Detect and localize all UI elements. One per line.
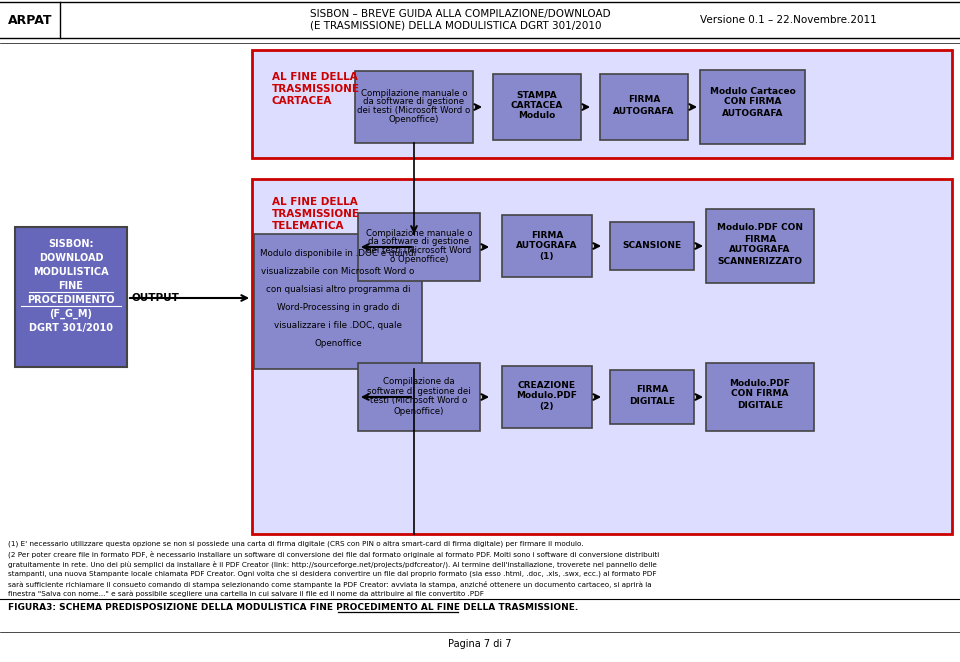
Text: Modulo.PDF CON: Modulo.PDF CON <box>717 224 803 232</box>
Text: sarà sufficiente richiamare il consueto comando di stampa selezionando come stam: sarà sufficiente richiamare il consueto … <box>8 581 652 587</box>
Text: TRASMISSIONE: TRASMISSIONE <box>272 84 360 94</box>
Text: Openoffice): Openoffice) <box>394 406 444 416</box>
FancyBboxPatch shape <box>493 74 581 140</box>
Text: DGRT 301/2010: DGRT 301/2010 <box>29 323 113 333</box>
Text: testi (Microsoft Word o: testi (Microsoft Word o <box>371 397 468 406</box>
FancyBboxPatch shape <box>358 363 480 431</box>
Text: (E TRASMISSIONE) DELLA MODULISTICA DGRT 301/2010: (E TRASMISSIONE) DELLA MODULISTICA DGRT … <box>310 21 602 31</box>
Text: PROCEDIMENTO: PROCEDIMENTO <box>27 295 115 305</box>
FancyBboxPatch shape <box>502 215 592 277</box>
Text: Openoffice): Openoffice) <box>389 115 439 124</box>
Text: dei testi (Microsoft Word: dei testi (Microsoft Word <box>367 246 471 256</box>
Text: Word-Processing in grado di: Word-Processing in grado di <box>276 303 399 312</box>
FancyBboxPatch shape <box>252 50 952 158</box>
Text: AL FINE DELLA: AL FINE DELLA <box>272 197 358 207</box>
FancyBboxPatch shape <box>15 227 127 367</box>
Text: Openoffice: Openoffice <box>314 340 362 348</box>
Text: AUTOGRAFA: AUTOGRAFA <box>613 107 675 117</box>
Text: (2): (2) <box>540 402 554 412</box>
Text: Modulo Cartaceo: Modulo Cartaceo <box>709 87 796 95</box>
Text: o Openoffice): o Openoffice) <box>390 256 448 265</box>
Text: gratuitamente in rete. Uno dei più semplici da installare è il PDF Creator (link: gratuitamente in rete. Uno dei più sempl… <box>8 560 657 568</box>
FancyBboxPatch shape <box>706 363 814 431</box>
Text: con qualsiasi altro programma di: con qualsiasi altro programma di <box>266 285 410 295</box>
Text: FIRMA: FIRMA <box>531 230 564 240</box>
Text: Modulo disponibile in .DOC e quindi: Modulo disponibile in .DOC e quindi <box>260 250 416 258</box>
Text: AUTOGRAFA: AUTOGRAFA <box>730 246 791 254</box>
Text: DIGITALE: DIGITALE <box>737 401 783 410</box>
Text: finestra "Salva con nome..." e sarà possibile scegliere una cartella in cui salv: finestra "Salva con nome..." e sarà poss… <box>8 591 484 597</box>
Text: SISBON:: SISBON: <box>48 239 94 249</box>
FancyBboxPatch shape <box>355 71 473 143</box>
Text: (1) E' necessario utilizzare questa opzione se non si possiede una carta di firm: (1) E' necessario utilizzare questa opzi… <box>8 541 584 547</box>
Text: software di gestione dei: software di gestione dei <box>367 387 470 395</box>
Text: FIRMA: FIRMA <box>628 95 660 105</box>
Text: SCANNERIZZATO: SCANNERIZZATO <box>717 256 803 265</box>
Text: SCANSIONE: SCANSIONE <box>622 242 682 250</box>
Text: CARTACEA: CARTACEA <box>272 96 332 106</box>
FancyBboxPatch shape <box>610 222 694 270</box>
FancyBboxPatch shape <box>610 370 694 424</box>
Text: visualizzabile con Microsoft Word o: visualizzabile con Microsoft Word o <box>261 267 415 277</box>
Text: FIGURA3: SCHEMA PREDISPOSIZIONE DELLA MODULISTICA FINE PROCEDIMENTO AL FINE DELL: FIGURA3: SCHEMA PREDISPOSIZIONE DELLA MO… <box>8 604 578 612</box>
Text: SISBON – BREVE GUIDA ALLA COMPILAZIONE/DOWNLOAD: SISBON – BREVE GUIDA ALLA COMPILAZIONE/D… <box>310 9 611 19</box>
Text: CON FIRMA: CON FIRMA <box>732 389 789 399</box>
Text: STAMPA: STAMPA <box>516 91 558 99</box>
Text: DOWNLOAD: DOWNLOAD <box>38 253 104 263</box>
FancyBboxPatch shape <box>358 213 480 281</box>
Text: da software di gestione: da software di gestione <box>364 97 465 107</box>
Text: da software di gestione: da software di gestione <box>369 238 469 246</box>
Text: visualizzare i file .DOC, quale: visualizzare i file .DOC, quale <box>274 322 402 330</box>
Text: FIRMA: FIRMA <box>636 385 668 393</box>
Text: CREAZIONE: CREAZIONE <box>518 381 576 391</box>
FancyBboxPatch shape <box>502 366 592 428</box>
Text: FIRMA: FIRMA <box>744 234 777 244</box>
Text: Compilazione da: Compilazione da <box>383 377 455 385</box>
Text: Modulo.PDF: Modulo.PDF <box>730 379 790 387</box>
Text: OUTPUT: OUTPUT <box>132 293 179 303</box>
Text: (2 Per poter creare file in formato PDF, è necessario installare un software di : (2 Per poter creare file in formato PDF,… <box>8 550 660 558</box>
Text: AUTOGRAFA: AUTOGRAFA <box>516 240 578 250</box>
FancyBboxPatch shape <box>706 209 814 283</box>
Text: TELEMATICA: TELEMATICA <box>272 221 345 231</box>
FancyBboxPatch shape <box>254 234 422 369</box>
Text: Compilazione manuale o: Compilazione manuale o <box>366 228 472 238</box>
Text: TRASMISSIONE: TRASMISSIONE <box>272 209 360 219</box>
Text: (1): (1) <box>540 252 554 261</box>
Text: stampanti, una nuova Stampante locale chiamata PDF Creator. Ogni volta che si de: stampanti, una nuova Stampante locale ch… <box>8 571 657 577</box>
Text: Pagina 7 di 7: Pagina 7 di 7 <box>448 639 512 649</box>
FancyBboxPatch shape <box>252 179 952 534</box>
Text: FINE: FINE <box>59 281 84 291</box>
Text: dei testi (Microsoft Word o: dei testi (Microsoft Word o <box>357 107 470 115</box>
Text: CARTACEA: CARTACEA <box>511 101 564 109</box>
Text: Modulo.PDF: Modulo.PDF <box>516 391 577 401</box>
Text: ARPAT: ARPAT <box>8 13 52 26</box>
FancyBboxPatch shape <box>700 70 805 144</box>
FancyBboxPatch shape <box>600 74 688 140</box>
Text: Modulo: Modulo <box>518 111 556 120</box>
Text: Compilazione manuale o: Compilazione manuale o <box>361 89 468 97</box>
Text: AUTOGRAFA: AUTOGRAFA <box>722 109 783 118</box>
Text: Versione 0.1 – 22.Novembre.2011: Versione 0.1 – 22.Novembre.2011 <box>700 15 876 25</box>
Text: CON FIRMA: CON FIRMA <box>724 97 781 107</box>
Text: AL FINE DELLA: AL FINE DELLA <box>272 72 358 82</box>
Text: (F_G_M): (F_G_M) <box>50 309 92 319</box>
Text: DIGITALE: DIGITALE <box>629 397 675 406</box>
Text: MODULISTICA: MODULISTICA <box>34 267 108 277</box>
